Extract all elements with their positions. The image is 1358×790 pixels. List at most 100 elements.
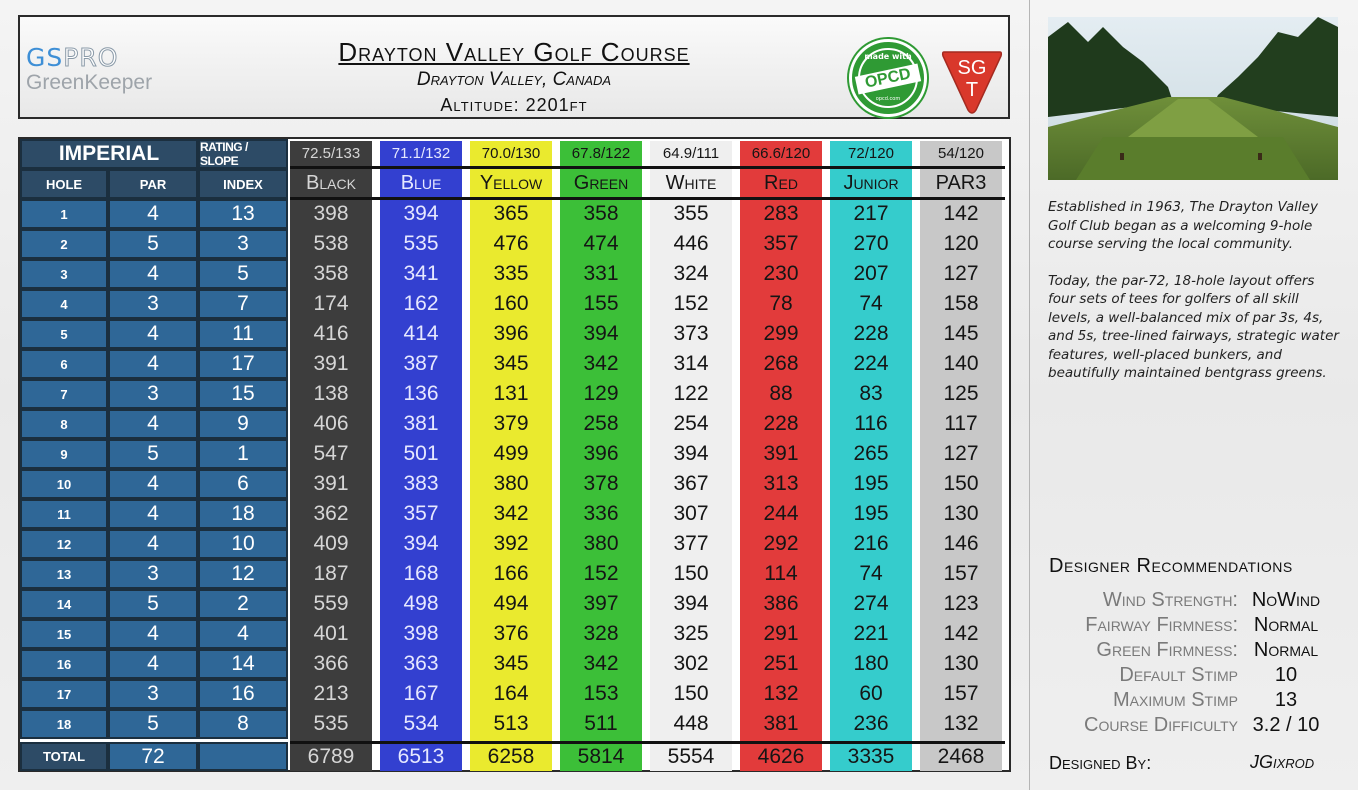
hole-yardage: 125 [943,382,979,405]
tee-total-yardage: 3335 [847,745,895,768]
hole-yardage: 251 [763,652,799,675]
hole-yardage: 160 [493,292,529,315]
hole-yardage: 379 [493,412,529,435]
hole-yardage: 195 [853,502,889,525]
hole-yardage: 313 [763,472,799,495]
hole-number: 11 [20,499,108,529]
hole-yardage: 345 [493,352,529,375]
hole-yardage: 362 [313,502,349,525]
hole-yardage: 150 [943,472,979,495]
hole-yardage: 398 [313,202,349,225]
hole-yardage: 387 [403,352,439,375]
hole-number: 14 [20,589,108,619]
designed-by-value: JGixrod [1250,752,1315,772]
hole-index: 1 [198,439,288,469]
hole-yardage: 376 [493,622,529,645]
hole-yardage: 258 [583,412,619,435]
header-divider [290,166,1005,169]
hole-yardage: 325 [673,622,709,645]
hole-yardage: 406 [313,412,349,435]
hole-number: 8 [20,409,108,439]
hole-par: 4 [108,529,198,559]
hole-yardage: 381 [403,412,439,435]
hole-yardage: 187 [313,562,349,585]
hole-yardage: 142 [943,622,979,645]
hole-yardage: 394 [673,442,709,465]
recommendations-title: Designer Recommendations [1049,555,1293,577]
index-header: INDEX [198,169,288,199]
opcd-badge-bottom-text: opcd.com [875,96,901,102]
tee-rating-slope: 66.6/120 [751,144,811,162]
hole-yardage: 328 [583,622,619,645]
recommendation-label: Wind Strength: [1102,589,1238,611]
recommendation-value: Normal [1253,614,1319,636]
hole-par: 4 [108,469,198,499]
hole-yardage: 270 [853,232,889,255]
hole-yardage: 291 [763,622,799,645]
hole-yardage: 130 [943,652,979,675]
tee-rating-slope: 70.0/130 [481,144,541,162]
hole-yardage: 228 [853,322,889,345]
logo-pro-text: PRO [63,43,119,72]
hole-yardage: 152 [673,292,709,315]
hole-par: 4 [108,409,198,439]
recommendation-value: 13 [1274,689,1298,711]
hole-index: 6 [198,469,288,499]
hole-yardage: 138 [313,382,349,405]
recommendation-label: Default Stimp [1119,664,1238,686]
hole-yardage: 140 [943,352,979,375]
hole-yardage: 366 [313,652,349,675]
hole-par: 3 [108,559,198,589]
total-par: 72 [108,742,198,771]
opcd-badge-logo: made with OPCD opcd.com [849,39,927,117]
hole-yardage: 534 [403,712,439,735]
tee-rating-slope: 72/120 [848,144,894,162]
hole-yardage: 174 [313,292,349,315]
hole-yardage: 153 [583,682,619,705]
hole-yardage: 268 [763,352,799,375]
hole-yardage: 513 [493,712,529,735]
hole-number: 9 [20,439,108,469]
hole-index: 4 [198,619,288,649]
hole-yardage: 230 [763,262,799,285]
course-title: Drayton Valley Golf Course [338,37,690,67]
hole-yardage: 355 [673,202,709,225]
tee-name: White [665,172,717,194]
hole-yardage: 335 [493,262,529,285]
hole-yardage: 129 [583,382,619,405]
hole-yardage: 391 [763,442,799,465]
recommendation-label: Maximum Stimp [1113,689,1238,711]
hole-yardage: 336 [583,502,619,525]
hole-yardage: 501 [403,442,439,465]
hole-par: 5 [108,709,198,739]
sgt-logo-bottom-text: T [966,79,978,101]
hole-yardage: 83 [859,382,883,405]
hole-yardage: 155 [583,292,619,315]
hole-yardage: 394 [403,202,439,225]
tee-name: Red [764,172,798,194]
hole-number: 5 [20,319,108,349]
recommendation-value: 3.2 / 10 [1252,714,1320,736]
hole-yardage: 217 [853,202,889,225]
hole-number: 10 [20,469,108,499]
hole-yardage: 401 [313,622,349,645]
hole-index: 10 [198,529,288,559]
hole-yardage: 383 [403,472,439,495]
hole-yardage: 180 [853,652,889,675]
hole-yardage: 341 [403,262,439,285]
hole-yardage: 314 [673,352,709,375]
hole-yardage: 474 [583,232,619,255]
hole-yardage: 358 [583,202,619,225]
hole-yardage: 446 [673,232,709,255]
hole-index: 11 [198,319,288,349]
hole-yardage: 380 [583,532,619,555]
hole-yardage: 386 [763,592,799,615]
hole-number: 7 [20,379,108,409]
hole-yardage: 342 [583,652,619,675]
tee-total-yardage: 2468 [937,745,985,768]
hole-yardage: 342 [583,352,619,375]
hole-yardage: 244 [763,502,799,525]
hole-yardage: 117 [944,412,978,435]
hole-index: 3 [198,229,288,259]
hole-yardage: 265 [853,442,889,465]
